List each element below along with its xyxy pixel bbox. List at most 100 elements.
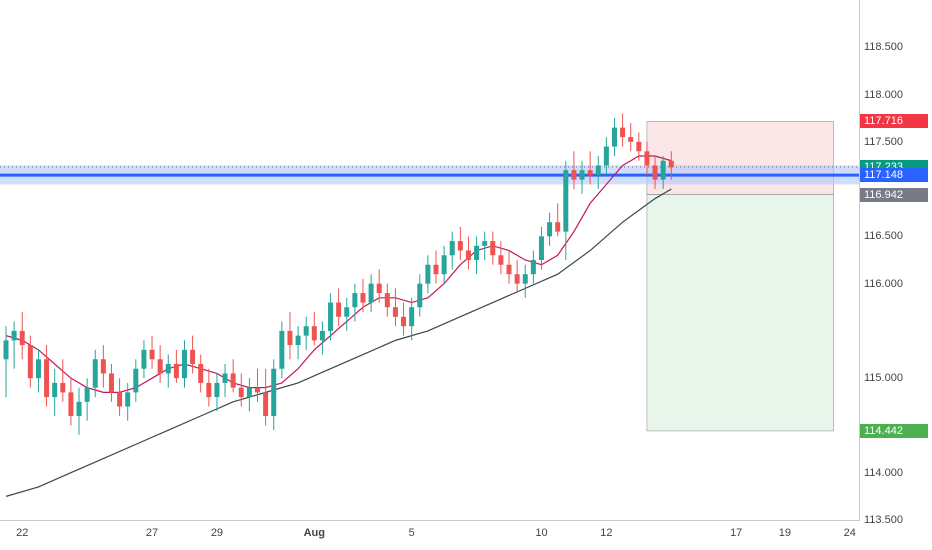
candle-body [620, 128, 625, 137]
y-tick-label: 113.500 [864, 514, 903, 526]
candle-body [150, 350, 155, 359]
x-tick-label: 19 [779, 527, 791, 539]
candle-body [507, 265, 512, 274]
candle-body [4, 340, 9, 359]
candle-body [182, 350, 187, 378]
candle-body [401, 317, 406, 326]
y-tick-label: 117.500 [864, 136, 903, 148]
candle-body [466, 251, 471, 260]
candle-body [320, 331, 325, 340]
candle-body [20, 331, 25, 345]
candle-body [117, 392, 122, 406]
candle-body [393, 307, 398, 316]
candle-body [12, 331, 17, 340]
candle-body [571, 170, 576, 179]
y-tick-label: 118.500 [864, 41, 903, 53]
candle-body [563, 170, 568, 231]
candle-body [450, 241, 455, 255]
candle-body [442, 255, 447, 274]
ma-fast-line [6, 156, 671, 392]
candle-body [417, 284, 422, 308]
price-label: 117.716 [860, 114, 928, 128]
candle-body [68, 392, 73, 416]
candle-body [312, 326, 317, 340]
candle-body [60, 383, 65, 392]
x-tick-label: 22 [16, 527, 28, 539]
x-tick-label: Aug [304, 527, 325, 539]
short-target-zone [647, 195, 834, 431]
price-label: 116.942 [860, 188, 928, 202]
candle-body [101, 359, 106, 373]
candle-body [653, 165, 658, 179]
candle-body [490, 241, 495, 255]
candle-body [523, 274, 528, 283]
candle-body [661, 161, 666, 180]
candle-body [531, 260, 536, 274]
candle-body [287, 331, 292, 345]
candle-body [458, 241, 463, 250]
candle-body [206, 383, 211, 397]
price-label: 114.442 [860, 424, 928, 438]
candle-body [174, 364, 179, 378]
x-tick-label: 17 [730, 527, 742, 539]
candle-body [352, 293, 357, 307]
candle-body [247, 388, 252, 397]
y-tick-label: 118.000 [864, 89, 903, 101]
candle-body [425, 265, 430, 284]
candle-body [636, 142, 641, 151]
candle-body [409, 307, 414, 326]
candle-body [304, 326, 309, 335]
candle-body [141, 350, 146, 369]
candle-body [604, 147, 609, 166]
y-axis: 113.500114.000115.000116.000116.500117.5… [860, 0, 932, 520]
candle-body [360, 293, 365, 302]
candle-body [77, 402, 82, 416]
candle-body [239, 388, 244, 397]
chart-plot-area[interactable] [0, 0, 860, 520]
x-tick-label: 29 [211, 527, 223, 539]
x-tick-label: 24 [844, 527, 856, 539]
candle-body [190, 350, 195, 364]
candle-body [166, 364, 171, 373]
candle-body [93, 359, 98, 387]
candle-body [498, 255, 503, 264]
x-tick-label: 12 [600, 527, 612, 539]
candle-body [133, 369, 138, 393]
x-axis: 22 27 29 Aug 5 10 12 17 19 24 [0, 520, 860, 550]
x-tick-label: 27 [146, 527, 158, 539]
candle-body [644, 151, 649, 165]
candle-body [109, 373, 114, 392]
candle-body [125, 392, 130, 406]
candle-body [482, 241, 487, 246]
candle-body [328, 303, 333, 331]
candle-body [555, 222, 560, 231]
candle-body [263, 392, 268, 416]
candle-body [596, 165, 601, 174]
candle-body [377, 284, 382, 293]
candle-body [279, 331, 284, 369]
chart-svg [0, 0, 859, 520]
candle-body [588, 170, 593, 175]
candle-body [369, 284, 374, 303]
candle-body [158, 359, 163, 373]
candle-body [434, 265, 439, 274]
candle-body [385, 293, 390, 307]
y-tick-label: 116.000 [864, 278, 903, 290]
candle-body [296, 336, 301, 345]
price-label: 117.148 [860, 168, 928, 182]
candle-body [198, 364, 203, 383]
x-tick-label: 10 [535, 527, 547, 539]
candle-body [271, 369, 276, 416]
candle-body [539, 236, 544, 260]
x-tick-label: 5 [409, 527, 415, 539]
candle-body [231, 373, 236, 387]
candle-body [628, 137, 633, 142]
candle-body [580, 170, 585, 179]
y-tick-label: 116.500 [864, 230, 903, 242]
candle-body [336, 303, 341, 317]
candle-body [52, 383, 57, 397]
candle-body [44, 359, 49, 397]
candle-body [28, 345, 33, 378]
candle-body [223, 373, 228, 382]
candle-body [214, 383, 219, 397]
